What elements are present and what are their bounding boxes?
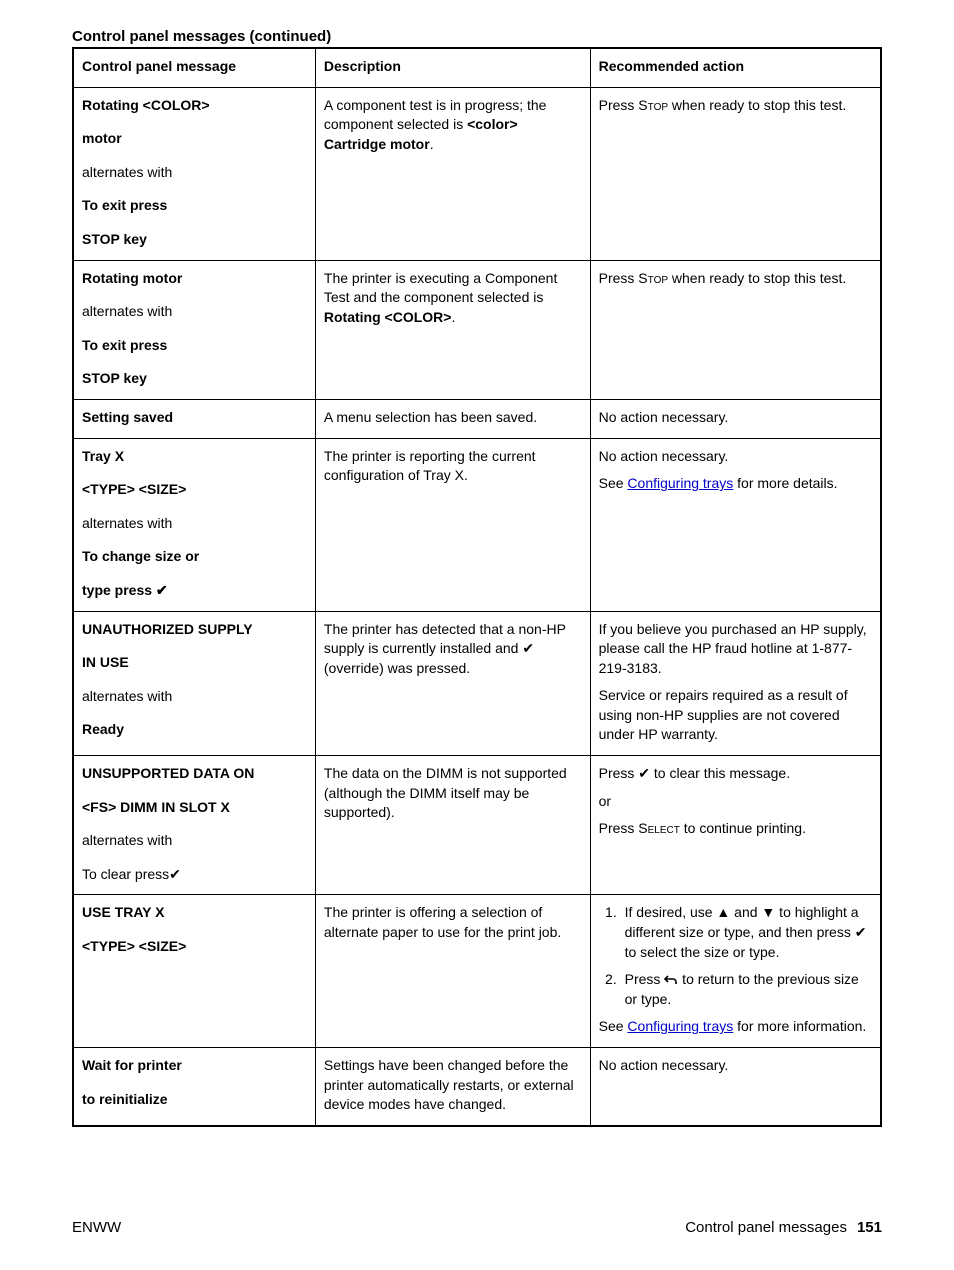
- col-header-description: Description: [315, 48, 590, 87]
- description-text: A menu selection has been saved.: [324, 408, 582, 428]
- table-row: Rotating <COLOR> motor alternates with To e…: [73, 87, 881, 260]
- back-arrow-icon: [664, 974, 678, 986]
- col-header-message: Control panel message: [73, 48, 315, 87]
- table-row: Tray X <TYPE> <SIZE> alternates with To cha…: [73, 438, 881, 611]
- action-cell: If you believe you purchased an HP suppl…: [590, 611, 881, 756]
- footer-left: ENWW: [72, 1219, 121, 1236]
- description-text: The data on the DIMM is not supported (a…: [324, 764, 582, 823]
- description-text: The printer is offering a selection of a…: [324, 903, 582, 942]
- message-cell: Tray X <TYPE> <SIZE> alternates with To cha…: [73, 438, 315, 611]
- message-line: Ready: [82, 720, 307, 740]
- description-cell: The printer is reporting the current con…: [315, 438, 590, 611]
- action-text: No action necessary.: [599, 408, 872, 428]
- action-text: Press Stop when ready to stop this test.: [599, 96, 872, 116]
- footer-right-text: Control panel messages: [685, 1219, 847, 1236]
- message-cell: Setting saved: [73, 399, 315, 438]
- description-text: Settings have been changed before the pr…: [324, 1056, 582, 1115]
- page-footer: ENWW Control panel messages 151: [72, 1219, 882, 1236]
- action-cell: No action necessary.: [590, 1048, 881, 1126]
- description-cell: Settings have been changed before the pr…: [315, 1048, 590, 1126]
- action-cell: Press Stop when ready to stop this test.: [590, 87, 881, 260]
- description-cell: The printer has detected that a non-HP s…: [315, 611, 590, 756]
- description-cell: The printer is offering a selection of a…: [315, 895, 590, 1048]
- message-line: alternates with: [82, 302, 307, 322]
- table-row: Setting saved A menu selection has been s…: [73, 399, 881, 438]
- description-cell: The data on the DIMM is not supported (a…: [315, 756, 590, 895]
- message-cell: UNSUPPORTED DATA ON <FS> DIMM IN SLOT X al…: [73, 756, 315, 895]
- message-line: Rotating <COLOR>: [82, 96, 307, 116]
- table-row: UNAUTHORIZED SUPPLY IN USE alternates with…: [73, 611, 881, 756]
- message-line: alternates with: [82, 163, 307, 183]
- description-cell: The printer is executing a Component Tes…: [315, 260, 590, 399]
- message-line: STOP key: [82, 230, 307, 250]
- message-line: USE TRAY X: [82, 903, 307, 923]
- message-line: alternates with: [82, 514, 307, 534]
- action-cell: No action necessary.: [590, 399, 881, 438]
- message-line: <FS> DIMM IN SLOT X: [82, 798, 307, 818]
- table-caption: Control panel messages (continued): [72, 28, 882, 45]
- description-text: The printer is reporting the current con…: [324, 447, 582, 486]
- message-line: STOP key: [82, 369, 307, 389]
- action-cell: If desired, use ▲ and ▼ to highlight a d…: [590, 895, 881, 1048]
- message-line: alternates with: [82, 687, 307, 707]
- description-text: The printer is executing a Component Tes…: [324, 269, 582, 328]
- message-cell: UNAUTHORIZED SUPPLY IN USE alternates with…: [73, 611, 315, 756]
- message-line: Tray X: [82, 447, 307, 467]
- messages-table: Control panel message Description Recomm…: [72, 47, 882, 1127]
- table-row: Wait for printer to reinitialize Settings …: [73, 1048, 881, 1126]
- message-line: Wait for printer: [82, 1056, 307, 1076]
- description-text: The printer has detected that a non-HP s…: [324, 620, 582, 679]
- action-text: Press Stop when ready to stop this test.: [599, 269, 872, 289]
- message-cell: USE TRAY X <TYPE> <SIZE>: [73, 895, 315, 1048]
- action-cell: Press Stop when ready to stop this test.: [590, 260, 881, 399]
- message-line: to reinitialize: [82, 1090, 307, 1110]
- description-cell: A menu selection has been saved.: [315, 399, 590, 438]
- action-cell: Press ✔ to clear this message.orPress Se…: [590, 756, 881, 895]
- message-cell: Rotating <COLOR> motor alternates with To e…: [73, 87, 315, 260]
- message-line: Rotating motor: [82, 269, 307, 289]
- message-line: To change size or: [82, 547, 307, 567]
- message-line: UNSUPPORTED DATA ON: [82, 764, 307, 784]
- footer-page-number: 151: [857, 1219, 882, 1236]
- message-line: To exit press: [82, 336, 307, 356]
- configuring-trays-link[interactable]: Configuring trays: [627, 1018, 733, 1034]
- message-line: To clear press✔: [82, 865, 307, 885]
- message-line: type press ✔: [82, 581, 307, 601]
- message-line: To exit press: [82, 196, 307, 216]
- message-cell: Wait for printer to reinitialize: [73, 1048, 315, 1126]
- message-line: <TYPE> <SIZE>: [82, 480, 307, 500]
- message-line: UNAUTHORIZED SUPPLY: [82, 620, 307, 640]
- message-line: IN USE: [82, 653, 307, 673]
- action-text: No action necessary.: [599, 1056, 872, 1076]
- page-container: Control panel messages (continued) Contr…: [0, 0, 954, 1270]
- message-cell: Rotating motor alternates with To exit pre…: [73, 260, 315, 399]
- table-row: USE TRAY X <TYPE> <SIZE> The printer is of…: [73, 895, 881, 1048]
- description-cell: A component test is in progress; the com…: [315, 87, 590, 260]
- table-row: Rotating motor alternates with To exit pre…: [73, 260, 881, 399]
- action-cell: No action necessary.See Configuring tray…: [590, 438, 881, 611]
- message-line: motor: [82, 129, 307, 149]
- col-header-action: Recommended action: [590, 48, 881, 87]
- description-text: A component test is in progress; the com…: [324, 96, 582, 155]
- configuring-trays-link[interactable]: Configuring trays: [627, 475, 733, 491]
- message-line: <TYPE> <SIZE>: [82, 937, 307, 957]
- message-line: alternates with: [82, 831, 307, 851]
- message-line: Setting saved: [82, 408, 307, 428]
- table-row: UNSUPPORTED DATA ON <FS> DIMM IN SLOT X al…: [73, 756, 881, 895]
